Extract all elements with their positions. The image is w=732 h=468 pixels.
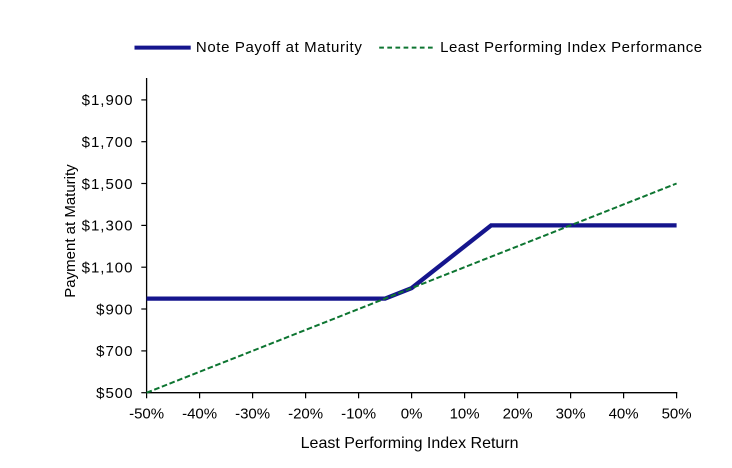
svg-text:$1,900: $1,900 (82, 92, 134, 109)
svg-text:0%: 0% (401, 406, 423, 423)
svg-text:Note Payoff at Maturity: Note Payoff at Maturity (196, 39, 363, 56)
svg-text:50%: 50% (662, 406, 692, 423)
svg-text:30%: 30% (556, 406, 586, 423)
svg-text:$1,300: $1,300 (82, 218, 134, 235)
svg-text:-20%: -20% (288, 406, 323, 423)
svg-text:$1,700: $1,700 (82, 134, 134, 151)
svg-text:$1,100: $1,100 (82, 260, 134, 277)
svg-text:$700: $700 (96, 343, 133, 360)
svg-text:Least Performing Index Return: Least Performing Index Return (301, 435, 519, 452)
svg-text:10%: 10% (450, 406, 480, 423)
svg-text:$900: $900 (96, 301, 133, 318)
svg-text:Payment at Maturity: Payment at Maturity (62, 164, 79, 298)
svg-text:40%: 40% (609, 406, 639, 423)
svg-text:$500: $500 (96, 385, 133, 402)
svg-text:-50%: -50% (129, 406, 164, 423)
svg-text:-40%: -40% (182, 406, 217, 423)
svg-text:20%: 20% (503, 406, 533, 423)
svg-text:-10%: -10% (341, 406, 376, 423)
svg-text:Least Performing Index Perform: Least Performing Index Performance (440, 39, 702, 56)
svg-text:-30%: -30% (235, 406, 270, 423)
svg-text:$1,500: $1,500 (82, 176, 134, 193)
